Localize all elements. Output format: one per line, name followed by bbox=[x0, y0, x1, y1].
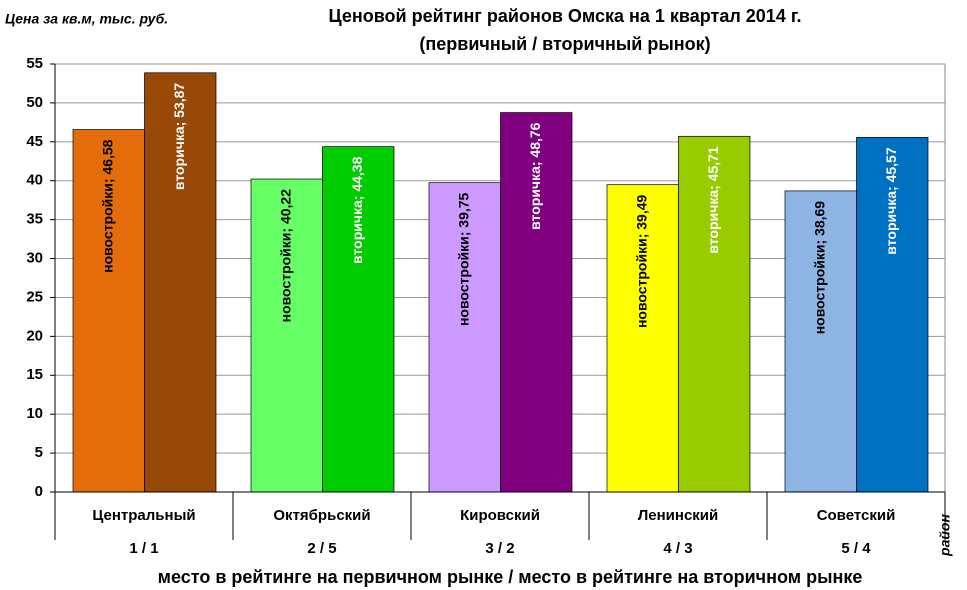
y-tick-label: 45 bbox=[26, 133, 43, 150]
bar bbox=[678, 135, 751, 493]
y-tick-label: 55 bbox=[26, 55, 43, 72]
data-label: вторичка; 44,38 bbox=[349, 156, 365, 264]
bar bbox=[322, 146, 395, 493]
data-label: новостройки; 39,49 bbox=[633, 194, 649, 328]
data-label: новостройки; 46,58 bbox=[99, 139, 115, 273]
x-rank-label: 4 / 3 bbox=[663, 540, 692, 557]
data-label: новостройки; 40,22 bbox=[277, 189, 293, 323]
data-label: новостройки; 39,75 bbox=[455, 192, 471, 326]
chart-title: Ценовой рейтинг районов Омска на 1 кварт… bbox=[328, 6, 801, 26]
y-tick-label: 25 bbox=[26, 288, 43, 305]
bar bbox=[428, 182, 501, 493]
x-tick-label: Кировский bbox=[460, 507, 540, 524]
bar bbox=[144, 72, 217, 493]
x-axis-label: место в рейтинге на первичном рынке / ме… bbox=[158, 567, 863, 587]
x-rank-label: 3 / 2 bbox=[485, 540, 514, 557]
y-tick-label: 5 bbox=[35, 444, 43, 461]
bar bbox=[250, 178, 323, 493]
x-tick-label: Центральный bbox=[92, 507, 195, 524]
bar bbox=[500, 112, 573, 493]
x-rank-label: 5 / 4 bbox=[841, 540, 871, 557]
data-label: новостройки; 38,69 bbox=[811, 201, 827, 335]
y-tick-label: 15 bbox=[26, 366, 43, 383]
data-label: вторичка; 45,71 bbox=[705, 146, 721, 254]
y-tick-label: 50 bbox=[26, 94, 43, 111]
x-rank-label: 2 / 5 bbox=[307, 540, 336, 557]
data-label: вторичка; 45,57 bbox=[883, 147, 899, 255]
x-tick-label: Советский bbox=[817, 507, 896, 524]
y-tick-label: 35 bbox=[26, 211, 43, 228]
y-tick-label: 0 bbox=[35, 483, 43, 500]
bar bbox=[606, 184, 679, 493]
data-label: вторичка; 53,87 bbox=[171, 83, 187, 191]
bar bbox=[72, 129, 145, 493]
bar bbox=[856, 137, 929, 493]
data-label: вторичка; 48,76 bbox=[527, 122, 543, 230]
chart-subtitle: (первичный / вторичный рынок) bbox=[419, 34, 710, 54]
x-rank-label: 1 / 1 bbox=[129, 540, 158, 557]
y-tick-label: 30 bbox=[26, 250, 43, 267]
y-axis-label: Цена за кв.м, тыс. руб. bbox=[5, 11, 168, 27]
y-tick-label: 40 bbox=[26, 172, 43, 189]
y-tick-label: 10 bbox=[26, 405, 43, 422]
bar bbox=[784, 190, 857, 493]
y-tick-label: 20 bbox=[26, 327, 43, 344]
x-tick-label: Ленинский bbox=[638, 507, 719, 524]
x-tick-label: Октябрьский bbox=[273, 507, 370, 524]
